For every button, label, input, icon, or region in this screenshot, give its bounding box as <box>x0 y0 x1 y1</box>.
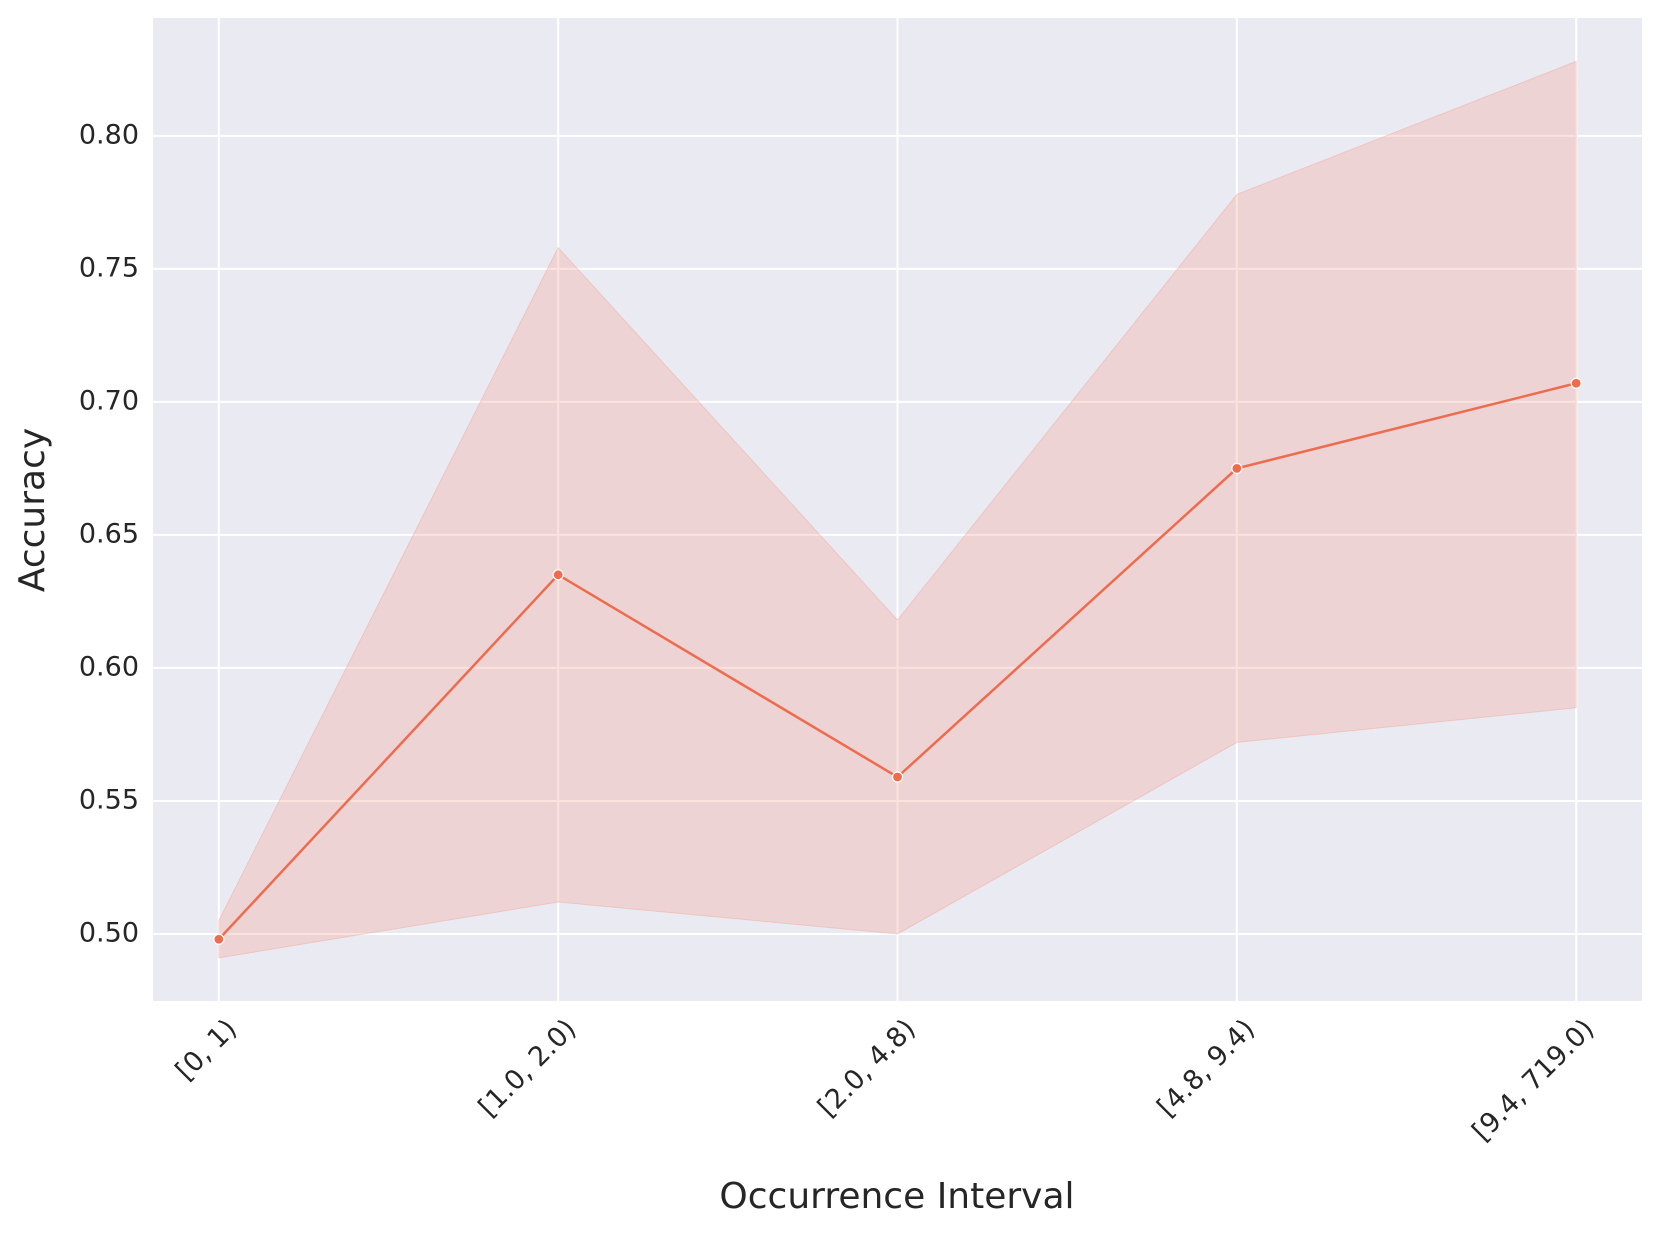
point <box>1570 377 1582 389</box>
y-tick-label: 0.60 <box>79 651 139 682</box>
x-tick-label: [9.4, 719.0) <box>1466 1013 1600 1147</box>
y-tick-label: 0.55 <box>79 784 139 815</box>
y-tick-label: 0.75 <box>79 252 139 283</box>
point <box>1231 462 1243 474</box>
y-tick-label: 0.50 <box>79 917 139 948</box>
x-tick-label: [2.0, 4.8) <box>812 1013 922 1123</box>
x-tick-label: [0, 1) <box>170 1013 243 1086</box>
point <box>213 933 225 945</box>
y-axis-title: Accuracy <box>12 428 53 592</box>
x-axis-title: Occurrence Interval <box>719 1176 1074 1217</box>
point <box>552 569 564 581</box>
y-tick-label: 0.65 <box>79 518 139 549</box>
x-tick-label: [4.8, 9.4) <box>1151 1013 1261 1123</box>
point <box>891 771 904 783</box>
confidence-band <box>218 60 1577 959</box>
y-tick-label: 0.80 <box>79 119 139 150</box>
y-tick-label: 0.70 <box>79 385 139 416</box>
x-tick-label: [1.0, 2.0) <box>473 1013 583 1123</box>
